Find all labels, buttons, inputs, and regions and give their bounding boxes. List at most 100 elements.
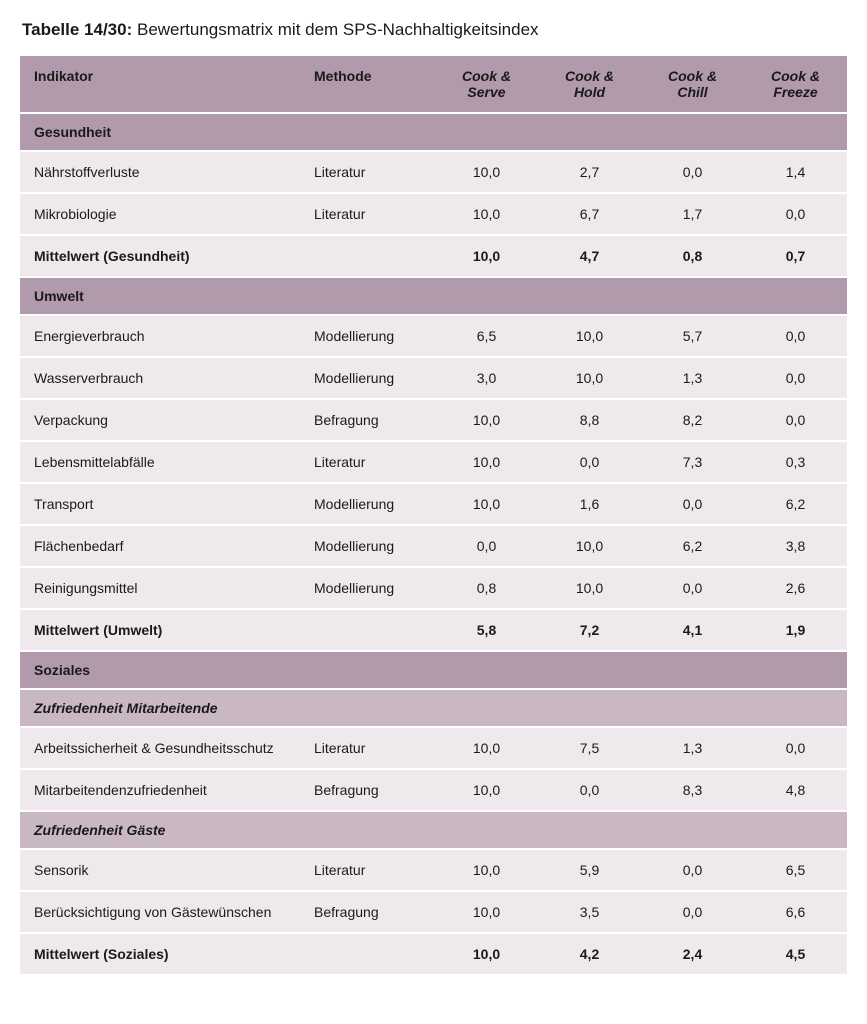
average-row: Mittelwert (Umwelt)5,87,24,11,9 [20,610,847,650]
value-cell: 4,2 [538,934,641,974]
value-cell: 0,0 [641,152,744,192]
value-cell: 1,6 [538,484,641,524]
value-cell: 0,0 [641,568,744,608]
value-cell: 0,0 [744,728,847,768]
table-row: NährstoffverlusteLiteratur10,02,70,01,4 [20,152,847,192]
method-cell: Literatur [300,850,435,890]
value-cell: 2,4 [641,934,744,974]
value-cell: 2,7 [538,152,641,192]
indicator-cell: Mitarbeitendenzufriedenheit [20,770,300,810]
value-cell: 7,2 [538,610,641,650]
value-cell: 8,3 [641,770,744,810]
value-cell: 10,0 [435,152,538,192]
col-indicator: Indikator [20,56,300,112]
indicator-cell: Transport [20,484,300,524]
indicator-cell: Nährstoffverluste [20,152,300,192]
indicator-cell: Lebensmittelabfälle [20,442,300,482]
method-cell: Modellierung [300,484,435,524]
value-cell: 6,7 [538,194,641,234]
value-cell: 0,0 [744,194,847,234]
table-row: Arbeitssicherheit & GesundheitsschutzLit… [20,728,847,768]
table-row: Berücksichtigung von GästewünschenBefrag… [20,892,847,932]
table-row: MikrobiologieLiteratur10,06,71,70,0 [20,194,847,234]
value-cell: 0,0 [641,850,744,890]
method-cell [300,934,435,974]
section-label: Soziales [20,652,847,688]
caption-text: Bewertungsmatrix mit dem SPS-Nachhaltigk… [137,20,539,39]
value-cell: 8,8 [538,400,641,440]
value-cell: 0,0 [744,358,847,398]
value-cell: 0,8 [641,236,744,276]
method-cell: Literatur [300,728,435,768]
method-cell: Befragung [300,892,435,932]
value-cell: 10,0 [435,934,538,974]
value-cell: 5,7 [641,316,744,356]
subsection-label: Zufriedenheit Mitarbeitende [20,690,847,726]
value-cell: 7,3 [641,442,744,482]
table-header-row: Indikator Methode Cook & Serve Cook & Ho… [20,56,847,112]
value-cell: 1,3 [641,728,744,768]
indicator-cell: Energieverbrauch [20,316,300,356]
section-row: Umwelt [20,278,847,314]
value-cell: 4,8 [744,770,847,810]
indicator-cell: Flächenbedarf [20,526,300,566]
col-cook-freeze: Cook & Freeze [744,56,847,112]
value-cell: 10,0 [435,770,538,810]
value-cell: 10,0 [435,892,538,932]
evaluation-matrix-table: Indikator Methode Cook & Serve Cook & Ho… [20,54,847,976]
value-cell: 10,0 [435,236,538,276]
indicator-cell: Berücksichtigung von Gästewünschen [20,892,300,932]
indicator-cell: Reinigungsmittel [20,568,300,608]
col-cook-hold: Cook & Hold [538,56,641,112]
value-cell: 0,7 [744,236,847,276]
table-caption: Tabelle 14/30: Bewertungsmatrix mit dem … [20,20,847,40]
table-row: WasserverbrauchModellierung3,010,01,30,0 [20,358,847,398]
value-cell: 10,0 [435,850,538,890]
value-cell: 5,8 [435,610,538,650]
value-cell: 10,0 [538,316,641,356]
value-cell: 0,3 [744,442,847,482]
section-label: Umwelt [20,278,847,314]
caption-label: Tabelle 14/30: [22,20,132,39]
value-cell: 1,3 [641,358,744,398]
value-cell: 7,5 [538,728,641,768]
indicator-cell: Mikrobiologie [20,194,300,234]
value-cell: 0,8 [435,568,538,608]
value-cell: 6,2 [744,484,847,524]
value-cell: 3,8 [744,526,847,566]
average-row: Mittelwert (Gesundheit)10,04,70,80,7 [20,236,847,276]
method-cell: Literatur [300,442,435,482]
table-row: VerpackungBefragung10,08,88,20,0 [20,400,847,440]
value-cell: 6,2 [641,526,744,566]
value-cell: 0,0 [435,526,538,566]
indicator-cell: Wasserverbrauch [20,358,300,398]
method-cell: Befragung [300,400,435,440]
method-cell: Modellierung [300,568,435,608]
value-cell: 10,0 [538,526,641,566]
table-row: LebensmittelabfälleLiteratur10,00,07,30,… [20,442,847,482]
method-cell: Modellierung [300,316,435,356]
method-cell: Modellierung [300,358,435,398]
value-cell: 6,5 [744,850,847,890]
method-cell [300,236,435,276]
value-cell: 0,0 [641,484,744,524]
method-cell [300,610,435,650]
value-cell: 6,6 [744,892,847,932]
table-row: TransportModellierung10,01,60,06,2 [20,484,847,524]
value-cell: 10,0 [435,442,538,482]
method-cell: Befragung [300,770,435,810]
value-cell: 4,7 [538,236,641,276]
value-cell: 8,2 [641,400,744,440]
value-cell: 3,5 [538,892,641,932]
value-cell: 10,0 [435,728,538,768]
subsection-row: Zufriedenheit Gäste [20,812,847,848]
section-label: Gesundheit [20,114,847,150]
value-cell: 6,5 [435,316,538,356]
subsection-label: Zufriedenheit Gäste [20,812,847,848]
table-row: FlächenbedarfModellierung0,010,06,23,8 [20,526,847,566]
value-cell: 4,5 [744,934,847,974]
value-cell: 0,0 [538,442,641,482]
col-cook-serve: Cook & Serve [435,56,538,112]
table-row: MitarbeitendenzufriedenheitBefragung10,0… [20,770,847,810]
value-cell: 10,0 [435,194,538,234]
